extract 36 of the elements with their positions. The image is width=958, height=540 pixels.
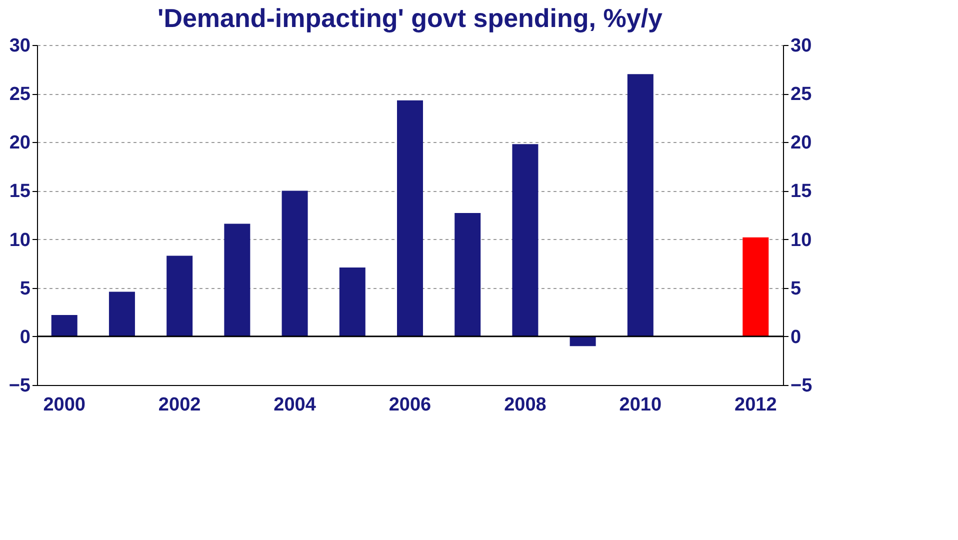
x-tick-label: 2006 (388, 394, 432, 416)
x-tick-label: 2008 (504, 394, 546, 416)
bar (224, 224, 250, 336)
y-tick-label: −5 (8, 376, 31, 396)
chart-title: 'Demand-impacting' govt spending, %y/y (158, 3, 664, 33)
x-tick-label: 2010 (619, 394, 662, 416)
y2-tick-label: −5 (790, 376, 813, 396)
y2-tick-label: 30 (790, 36, 812, 56)
bar (166, 256, 193, 336)
bar (570, 336, 596, 346)
y-tick-label: 0 (20, 326, 30, 348)
y-tick-label: 20 (9, 132, 30, 154)
bar (512, 144, 538, 336)
y-tick-label: 30 (9, 36, 30, 56)
y2-tick-label: 10 (790, 230, 812, 251)
x-tick-label: 2004 (274, 394, 316, 416)
x-tick-label: 2002 (158, 394, 201, 416)
y2-tick-label: 5 (790, 278, 802, 300)
y-tick-label: 15 (9, 181, 31, 202)
y2-tick-label: 15 (790, 181, 812, 202)
bar (627, 74, 654, 336)
x-tick-label: 2000 (43, 394, 86, 416)
bar (454, 213, 481, 336)
y2-tick-label: 0 (790, 326, 802, 348)
bar (108, 292, 135, 336)
bar (51, 315, 78, 336)
bar (339, 267, 366, 336)
bar (742, 237, 769, 336)
bar (282, 190, 308, 336)
y-tick-label: 25 (9, 84, 31, 106)
y2-tick-label: 20 (790, 132, 812, 154)
y2-tick-label: 25 (790, 84, 812, 106)
x-tick-label: 2012 (734, 394, 777, 416)
bar (397, 100, 423, 336)
y-tick-label: 5 (20, 278, 31, 300)
y-tick-label: 10 (9, 230, 30, 251)
